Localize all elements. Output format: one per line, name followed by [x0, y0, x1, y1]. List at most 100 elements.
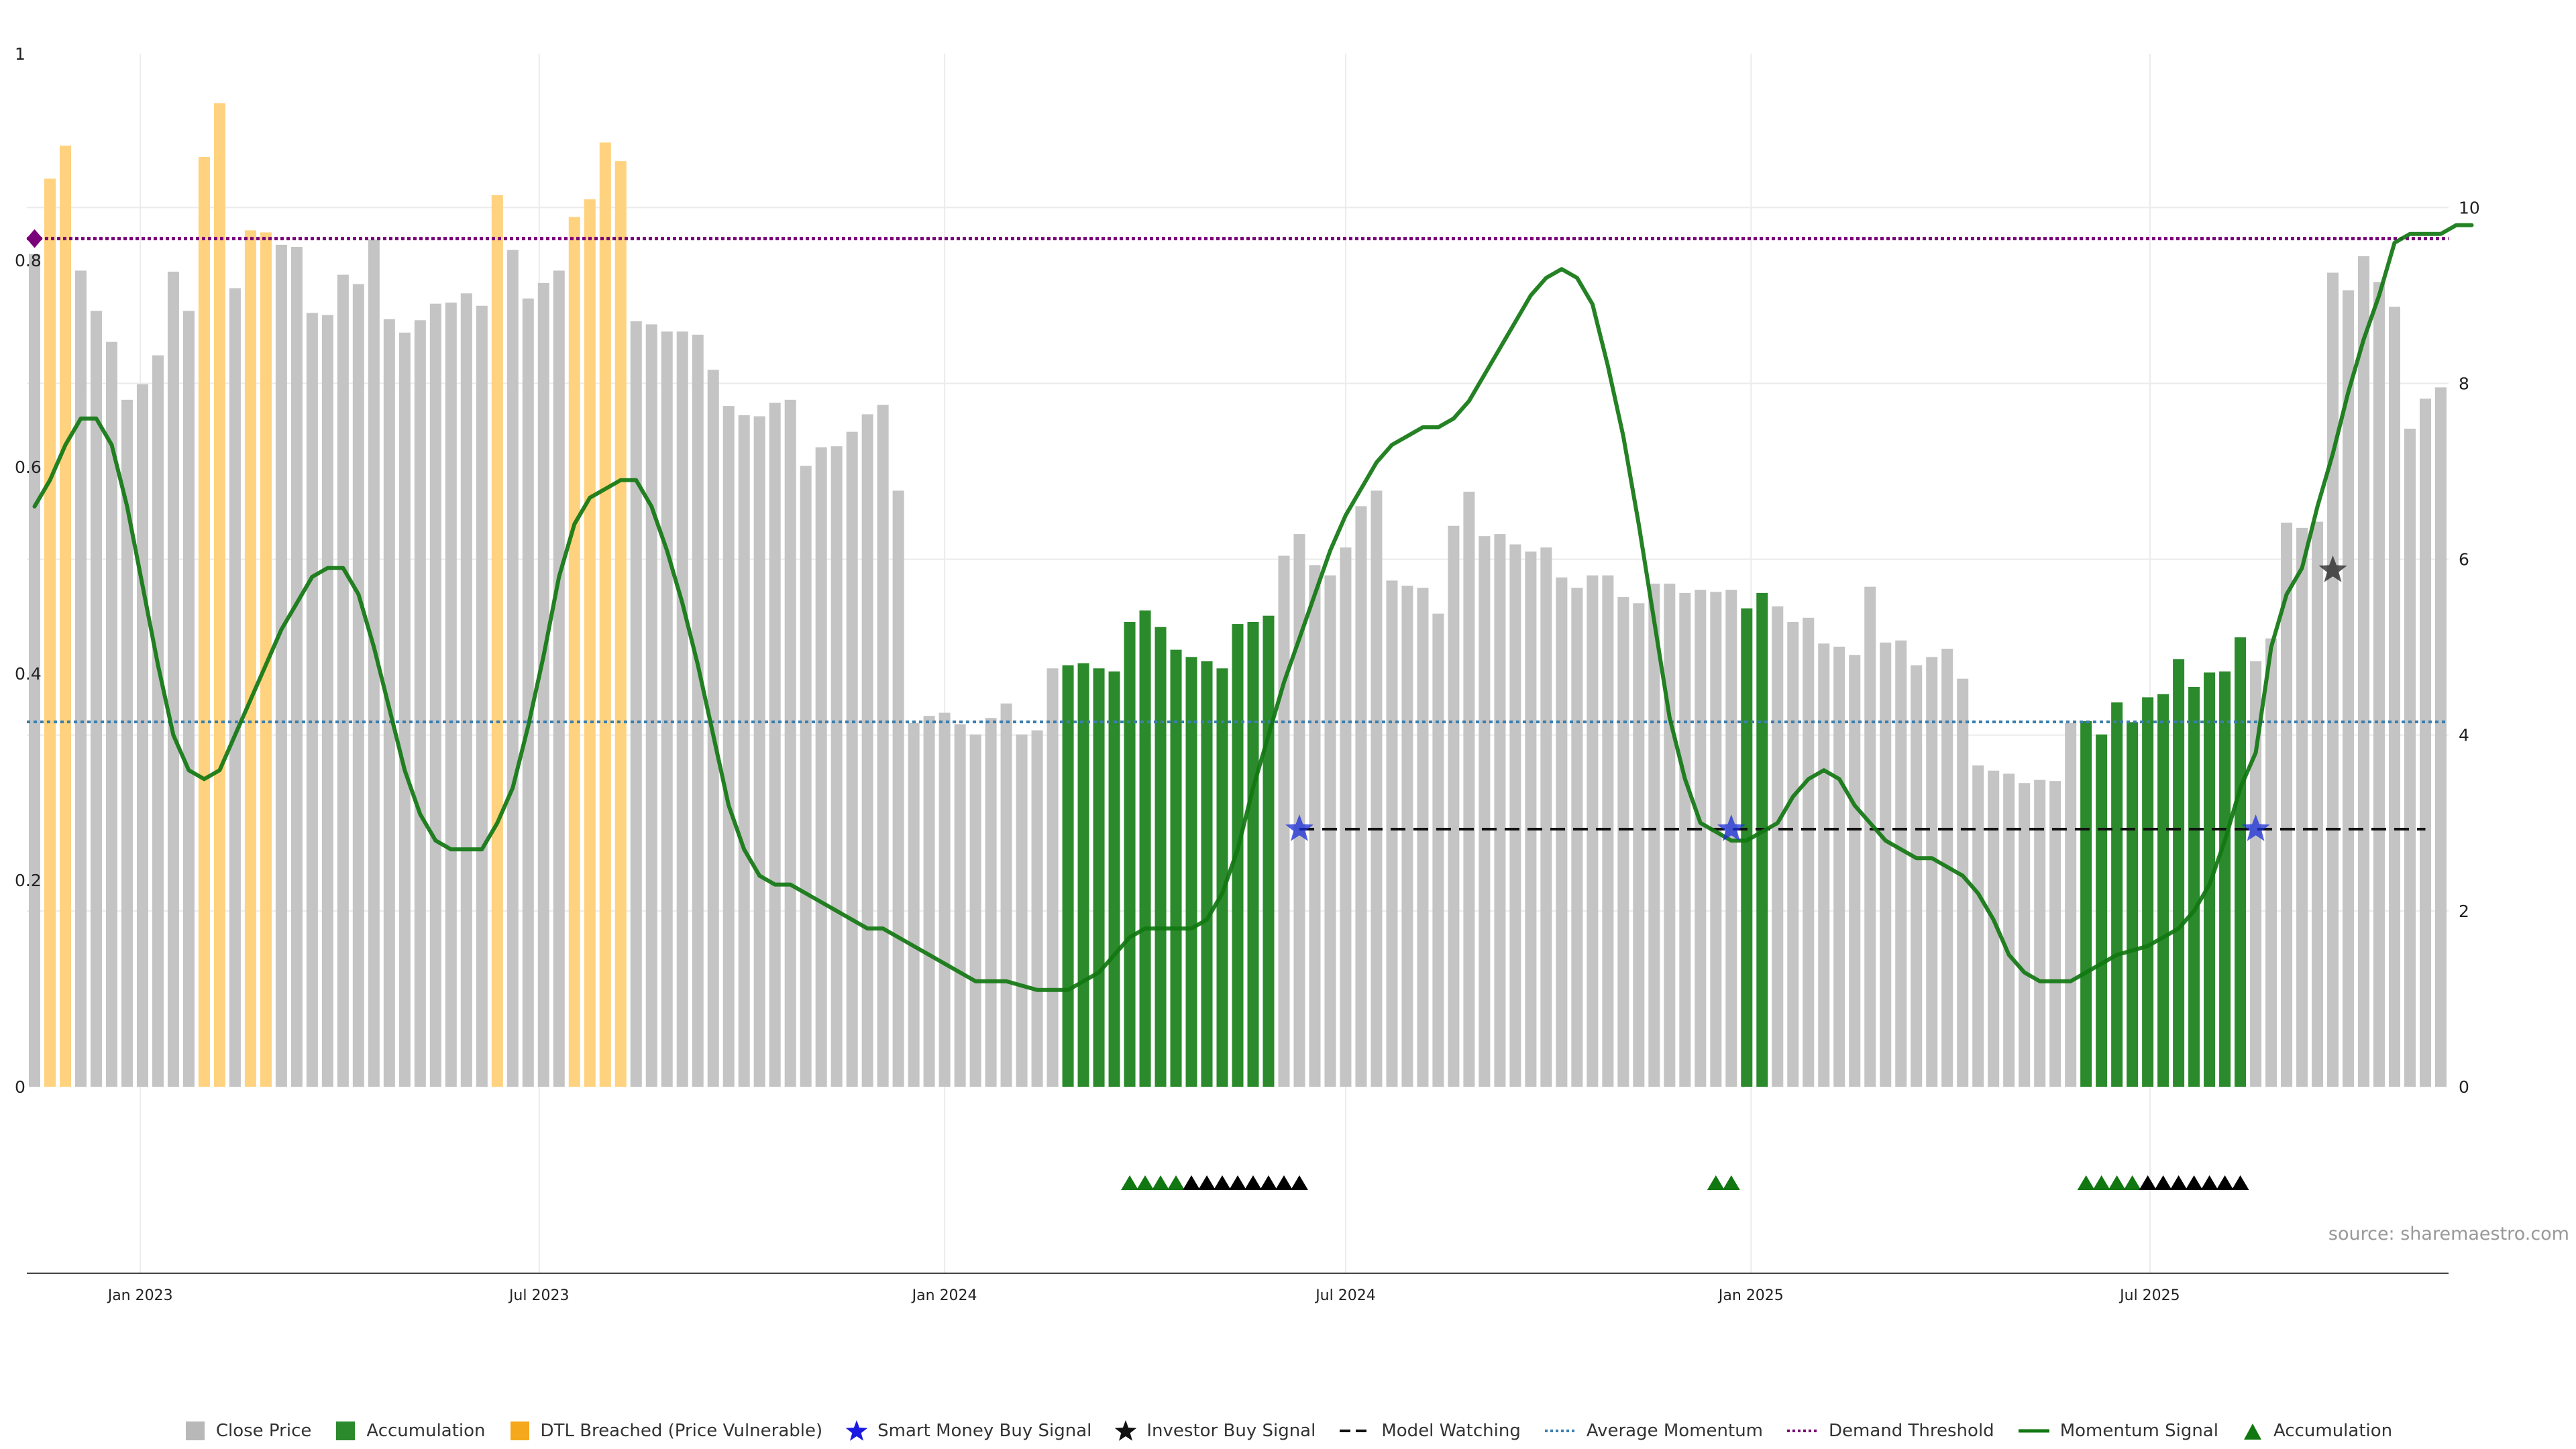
y-left-tick-label: 0 — [15, 1077, 25, 1097]
bar-acc — [1062, 665, 1074, 1087]
x-tick-label: Jan 2023 — [107, 1287, 173, 1304]
y-axis-right: 0 2 4 6 8 10 — [2459, 198, 2480, 1097]
bar-close — [306, 313, 318, 1087]
accumulation-marker — [1198, 1175, 1216, 1190]
bar-close — [769, 402, 781, 1087]
legend-label: Accumulation — [366, 1421, 486, 1441]
legend-symbol — [1544, 1430, 1576, 1432]
bar-close — [830, 446, 843, 1087]
bar-acc — [2188, 687, 2200, 1087]
bar-close — [815, 447, 827, 1087]
bar-close — [121, 399, 133, 1087]
x-tick-label: Jul 2024 — [1314, 1287, 1376, 1304]
bar-close — [414, 320, 426, 1087]
bar-close — [877, 405, 889, 1087]
bar-close — [1803, 617, 1815, 1087]
legend-label: Accumulation — [2273, 1421, 2393, 1441]
smart-money-buy-signal — [1285, 814, 1313, 841]
bar-close — [1509, 544, 1521, 1087]
bar-close — [1016, 734, 1028, 1087]
bar-close — [2343, 290, 2355, 1087]
bar-close — [136, 384, 148, 1087]
legend-label: Average Momentum — [1586, 1421, 1764, 1441]
bar-close — [460, 293, 472, 1087]
reference-lines — [27, 237, 2449, 830]
momentum-signal — [32, 223, 2474, 992]
bar-close — [692, 334, 704, 1087]
legend: Close Price Accumulation DTL Breached (Pri… — [0, 1415, 2576, 1446]
bar-close — [954, 724, 966, 1087]
bar-close — [90, 311, 102, 1087]
bar-close — [2003, 773, 2015, 1087]
legend-label: Model Watching — [1381, 1421, 1521, 1441]
bar-close — [1695, 590, 1707, 1087]
bar-close — [1401, 586, 1413, 1087]
bar-close — [1293, 534, 1305, 1087]
bar-acc — [1093, 668, 1105, 1087]
legend-symbol — [2243, 1424, 2261, 1440]
bar-acc — [1170, 649, 1182, 1087]
bar-close — [1448, 525, 1460, 1087]
bar-close — [753, 416, 765, 1087]
bar-close — [429, 303, 441, 1087]
bar-dtl — [260, 232, 272, 1087]
bar-close — [1417, 588, 1429, 1087]
bar-acc — [2096, 734, 2108, 1087]
legend-item-dtl: DTL Breached (Price Vulnerable) — [508, 1419, 822, 1442]
bar-close — [74, 270, 87, 1087]
bar-acc — [1201, 661, 1213, 1087]
bar-close — [2404, 429, 2416, 1087]
bar-close — [1540, 547, 1552, 1087]
bar-close — [2019, 783, 2031, 1087]
bar-close — [1988, 770, 2000, 1087]
bar-close — [722, 406, 735, 1087]
y-right-tick-label: 0 — [2459, 1077, 2469, 1097]
bar-acc — [1155, 627, 1167, 1087]
bar-close — [2327, 272, 2339, 1087]
legend-symbol — [1787, 1430, 1819, 1432]
bar-close — [368, 239, 380, 1087]
bar-close — [661, 331, 673, 1087]
bar-close — [969, 734, 981, 1087]
bar-close — [1633, 603, 1645, 1087]
accumulation-marker — [1229, 1175, 1246, 1190]
bar-close — [1787, 622, 1799, 1087]
bar-close — [1556, 577, 1568, 1087]
bar-acc — [2157, 694, 2169, 1087]
bar-acc — [2127, 722, 2139, 1087]
bar-acc — [2219, 671, 2231, 1087]
y-right-tick-label: 4 — [2459, 726, 2469, 745]
bar-close — [275, 244, 287, 1087]
bar-close — [167, 271, 179, 1087]
accumulation-marker — [2123, 1175, 2141, 1190]
bar-acc — [1108, 671, 1120, 1087]
bar-close — [1309, 565, 1321, 1087]
bar-close — [784, 399, 796, 1087]
smart-money-buy-signal — [2241, 814, 2270, 841]
legend-symbol — [510, 1421, 529, 1440]
bar-close — [1617, 597, 1629, 1087]
legend-symbol — [185, 1421, 205, 1440]
bar-close — [1324, 575, 1336, 1087]
bar-close — [1371, 490, 1383, 1087]
legend-label: Momentum Signal — [2059, 1421, 2218, 1441]
bar-dtl — [491, 195, 503, 1087]
legend-item-investor: Investor Buy Signal — [1114, 1419, 1316, 1442]
bar-close — [2358, 256, 2370, 1087]
legend-label: Investor Buy Signal — [1146, 1421, 1316, 1441]
x-tick-label: Jul 2023 — [508, 1287, 570, 1304]
bar-close — [1602, 575, 1614, 1087]
accumulation-marker — [2154, 1175, 2172, 1190]
bar-acc — [2080, 720, 2092, 1087]
accumulation-marker — [1275, 1175, 1293, 1190]
bar-close — [630, 321, 642, 1087]
bar-acc — [1077, 663, 1089, 1087]
bar-close — [985, 718, 997, 1087]
investor-buy-signal — [2318, 555, 2347, 582]
bar-close — [1648, 584, 1660, 1087]
accumulation-marker — [1707, 1175, 1725, 1190]
bar-close — [1479, 536, 1491, 1087]
bar-close — [1432, 613, 1444, 1087]
bar-dtl — [614, 161, 627, 1087]
bar-close — [1463, 491, 1475, 1087]
